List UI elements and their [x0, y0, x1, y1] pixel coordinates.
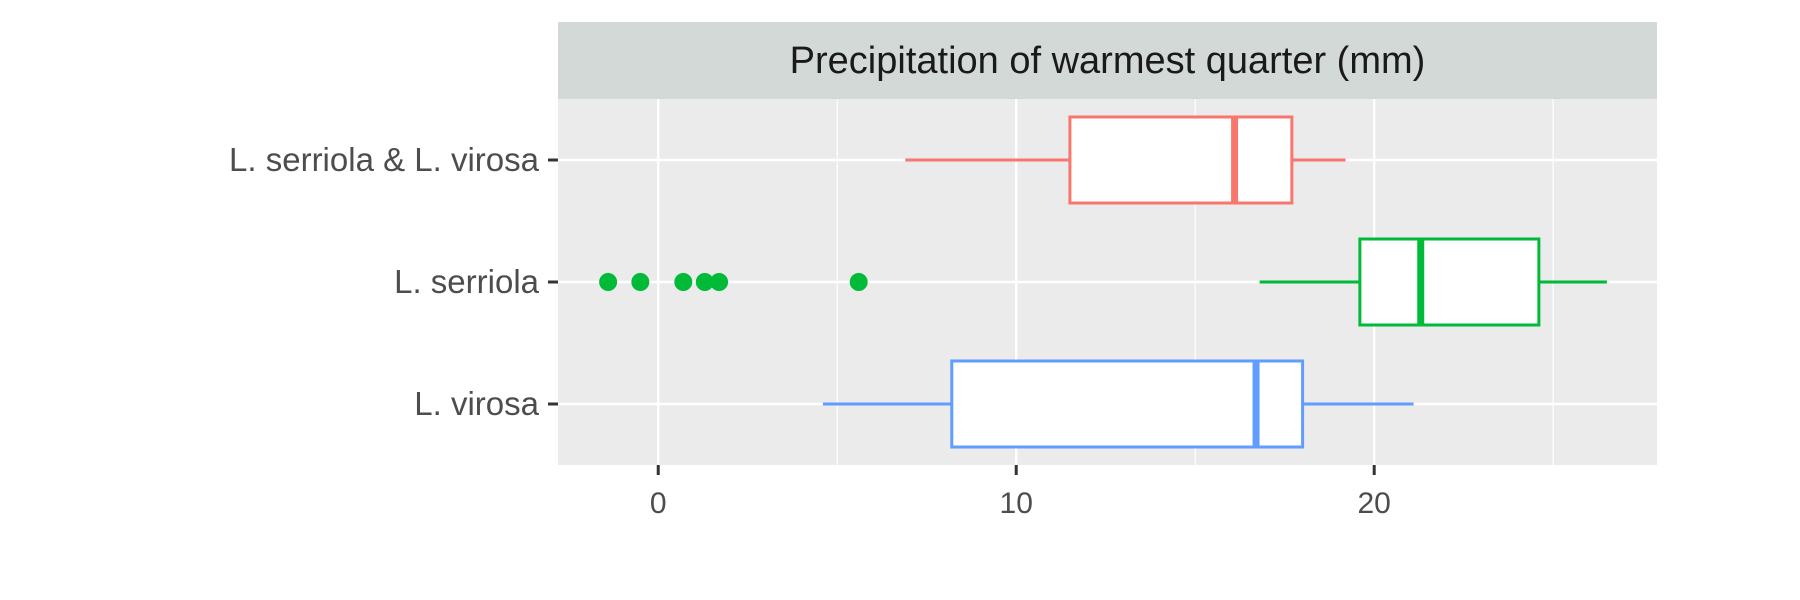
- outlier-point-3: [695, 273, 714, 291]
- panel-title: Precipitation of warmest quarter (mm): [790, 40, 1426, 82]
- box-group-1: [599, 237, 1607, 327]
- outlier-point-4: [710, 273, 729, 291]
- outlier-point-0: [599, 273, 618, 291]
- y-tick-label-1: L. serriola: [394, 263, 540, 300]
- box: [1068, 115, 1294, 205]
- outlier-point-1: [631, 273, 650, 291]
- y-tick-label-0: L. serriola & L. virosa: [229, 141, 540, 178]
- box-group-0: [905, 115, 1346, 205]
- box: [950, 359, 1305, 449]
- strip-background: [558, 22, 1657, 99]
- x-tick-label-1: 10: [1000, 487, 1033, 520]
- outlier-point-2: [674, 273, 693, 291]
- box-group-2: [822, 359, 1414, 449]
- outlier-point-5: [849, 273, 868, 291]
- boxes: [599, 115, 1607, 449]
- x-axis: 0 10 20: [650, 465, 1391, 520]
- y-axis: L. serriola & L. virosa L. serriola L. vir…: [229, 141, 558, 422]
- x-tick-label-0: 0: [650, 487, 667, 520]
- y-tick-label-2: L. virosa: [414, 385, 539, 422]
- x-tick-label-2: 20: [1358, 487, 1391, 520]
- box: [1358, 237, 1541, 327]
